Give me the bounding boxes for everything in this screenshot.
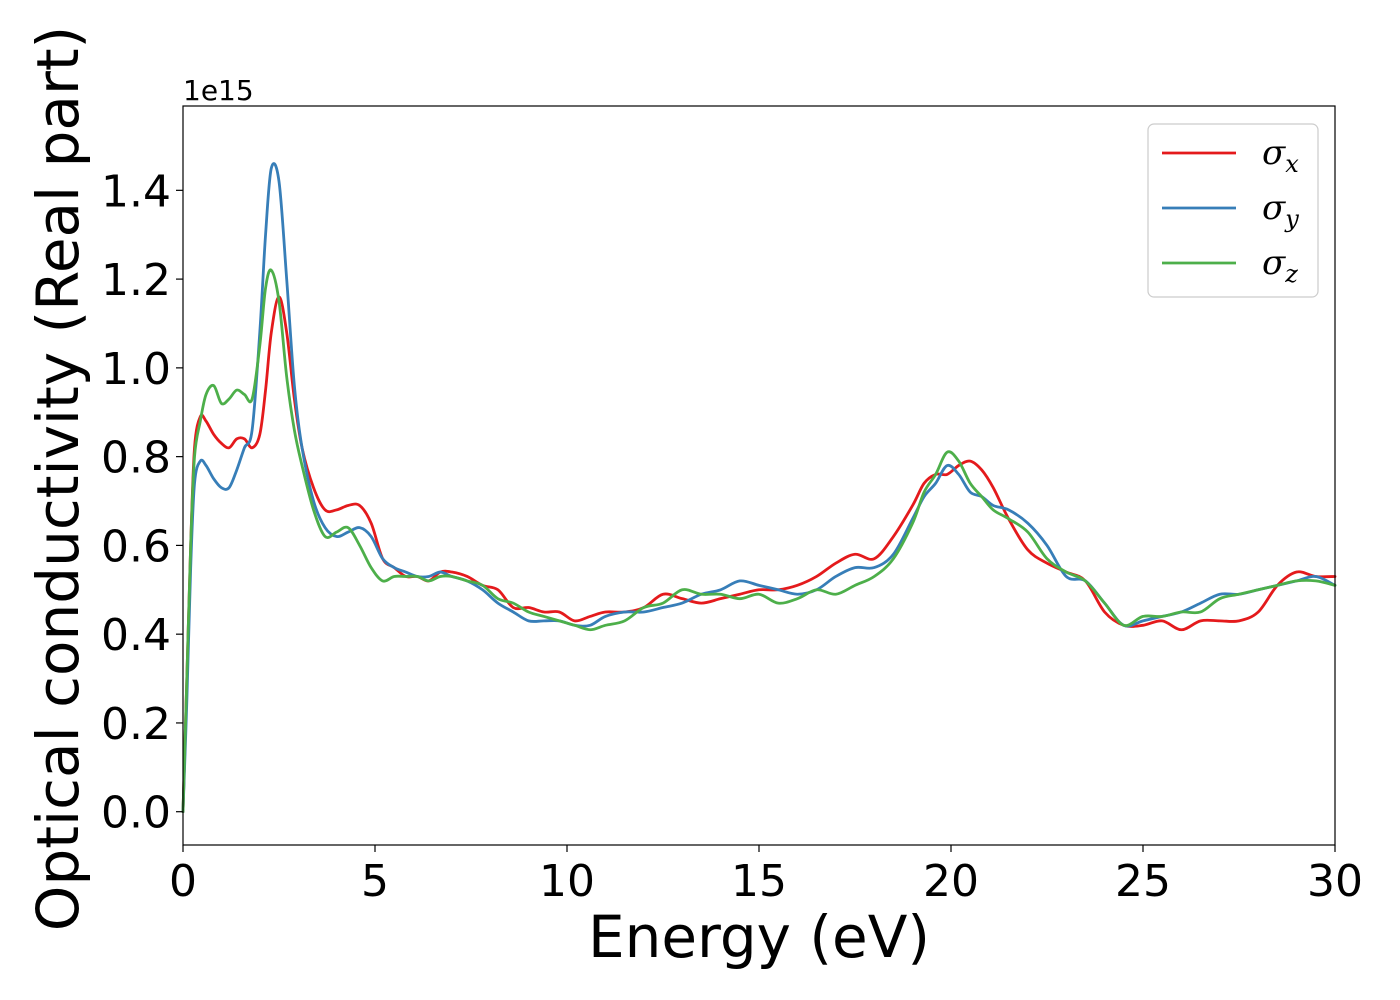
y-tick-label: 0.8 (101, 433, 171, 484)
series-layer (181, 162, 1337, 814)
legend-label-y: σy (1262, 188, 1299, 233)
x-tick-label: 30 (1307, 856, 1363, 907)
legend-items: σx σy σz (1162, 133, 1299, 288)
x-tick-label: 15 (731, 856, 787, 907)
series-line-z (181, 268, 1337, 814)
x-tick-label: 5 (361, 856, 389, 907)
x-tick-label: 25 (1115, 856, 1171, 907)
y-tick-label: 1.0 (101, 344, 171, 395)
legend-label-z: σz (1262, 243, 1298, 288)
y-tick-label: 1.2 (101, 255, 171, 306)
y-offset-label: 1e15 (183, 74, 254, 107)
x-tick-label: 20 (923, 856, 979, 907)
legend-label-x: σx (1262, 133, 1299, 178)
legend: σx σy σz (1147, 123, 1319, 298)
y-tick-label: 0.0 (101, 788, 171, 839)
y-tick-label: 0.2 (101, 699, 171, 750)
y-axis-label: Optical conductivity (Real part) (24, 26, 92, 931)
y-tick-label: 0.4 (101, 610, 171, 661)
y-tick-label: 0.6 (101, 521, 171, 572)
x-tick-label: 0 (169, 856, 197, 907)
y-tick-label: 1.4 (101, 166, 171, 217)
ticks-layer: 0 5 10 15 20 25 30 0.0 0.2 0.4 0.6 0.8 1.0 1.2 1.4 (101, 166, 1363, 907)
series-line-y (181, 162, 1337, 814)
x-tick-label: 10 (539, 856, 595, 907)
x-axis-label: Energy (eV) (588, 903, 930, 971)
legend-box (1147, 123, 1319, 298)
